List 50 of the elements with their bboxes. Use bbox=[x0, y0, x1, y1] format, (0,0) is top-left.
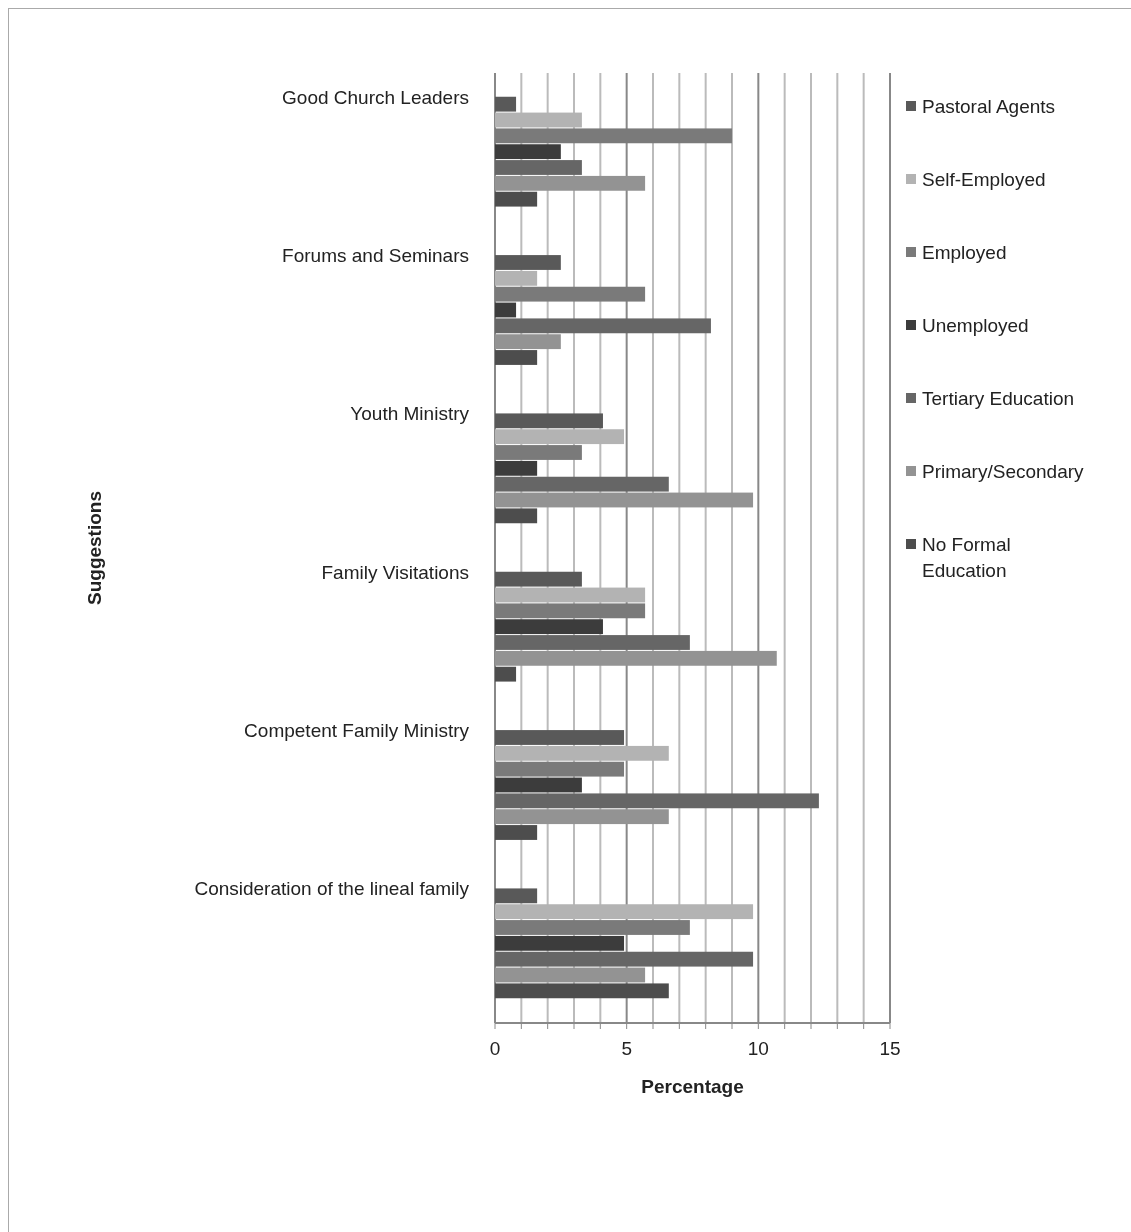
bar bbox=[495, 920, 690, 935]
bar bbox=[495, 144, 561, 160]
legend-label: Tertiary Education bbox=[922, 388, 1075, 410]
bar bbox=[495, 476, 669, 492]
bar bbox=[495, 730, 625, 745]
y-tick-label: Competent Family Ministry bbox=[244, 720, 470, 742]
legend-label: Self-Employed bbox=[922, 169, 1046, 191]
bar bbox=[495, 460, 538, 476]
x-tick-label: 5 bbox=[621, 1038, 632, 1059]
bar bbox=[495, 666, 517, 682]
bar bbox=[495, 160, 582, 175]
legend-label: Pastoral Agents bbox=[922, 96, 1056, 118]
y-tick-label: Good Church Leaders bbox=[282, 86, 469, 108]
bar bbox=[495, 191, 538, 207]
bar bbox=[495, 334, 561, 350]
bar bbox=[495, 635, 690, 650]
bar bbox=[495, 777, 582, 793]
x-tick-label: 10 bbox=[747, 1038, 769, 1059]
bar bbox=[495, 286, 646, 302]
bar bbox=[495, 825, 538, 840]
y-tick-label: Consideration of the lineal family bbox=[194, 878, 470, 900]
bar bbox=[495, 96, 517, 112]
legend-label: Unemployed bbox=[922, 315, 1029, 337]
bar bbox=[495, 350, 538, 365]
legend-label: Primary/Secondary bbox=[922, 461, 1085, 483]
legend-label: Employed bbox=[922, 242, 1007, 264]
x-axis-title: Percentage bbox=[641, 1076, 744, 1097]
bar bbox=[495, 255, 561, 270]
bar bbox=[495, 603, 646, 619]
bar bbox=[495, 935, 625, 951]
y-axis-title: Suggestions bbox=[84, 490, 105, 606]
y-tick-label: Youth Ministry bbox=[350, 403, 470, 425]
x-tick-label: 15 bbox=[879, 1038, 901, 1059]
bar bbox=[495, 571, 582, 587]
bar bbox=[495, 983, 669, 999]
bar bbox=[495, 413, 603, 429]
x-tick-label: 0 bbox=[489, 1038, 501, 1059]
bar bbox=[495, 318, 711, 334]
bar bbox=[495, 888, 538, 904]
bar bbox=[495, 128, 732, 144]
bar bbox=[495, 619, 603, 635]
bar bbox=[495, 302, 517, 318]
bar bbox=[495, 793, 819, 809]
bar bbox=[495, 445, 582, 460]
bar bbox=[495, 508, 538, 524]
y-tick-label: Forums and Seminars bbox=[282, 245, 469, 267]
y-tick-label: Family Visitations bbox=[321, 561, 469, 583]
legend-label: No Formal Education bbox=[922, 534, 1011, 582]
bar bbox=[495, 761, 625, 777]
bar bbox=[495, 951, 754, 967]
